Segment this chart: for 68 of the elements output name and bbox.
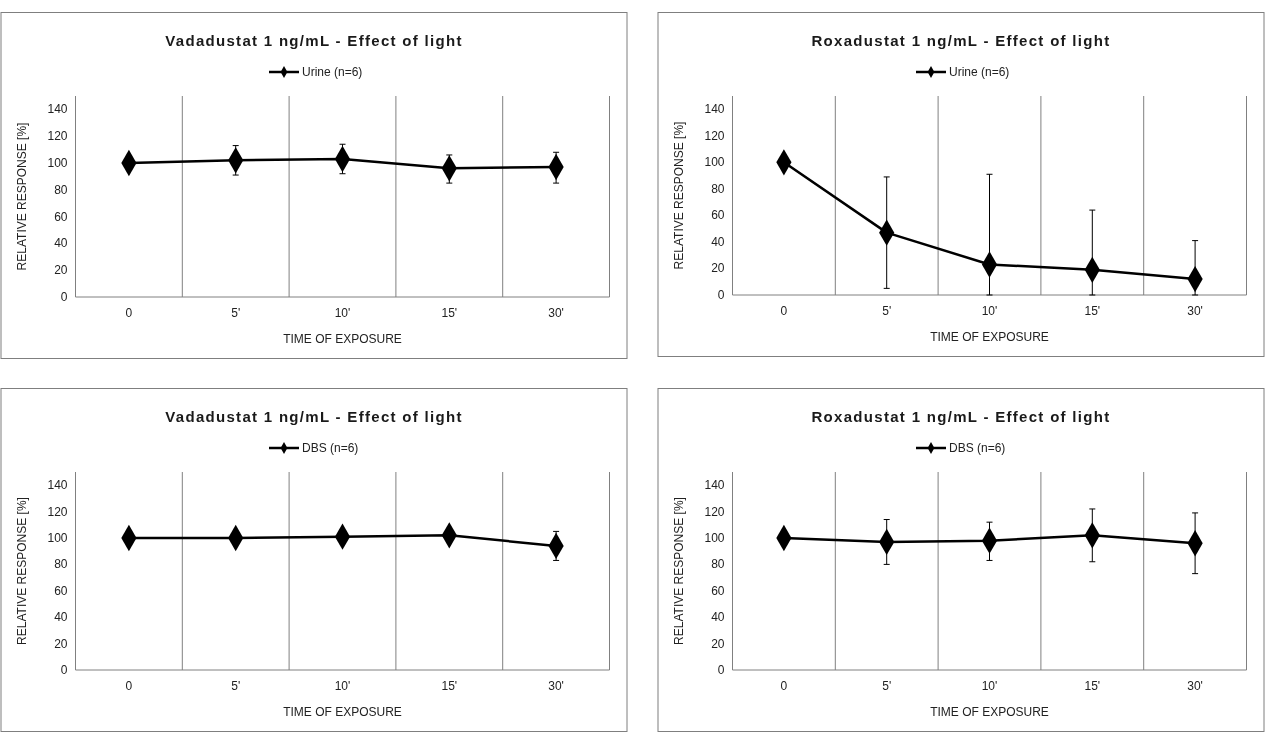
legend-label: DBS (n=6) (302, 441, 359, 455)
x-tick-label: 5' (882, 304, 892, 318)
y-tick-label: 40 (54, 610, 68, 625)
y-tick-label: 60 (54, 583, 68, 598)
y-tick-label: 60 (711, 583, 725, 598)
x-tick-label: 0 (780, 304, 788, 318)
y-tick-label: 60 (54, 209, 68, 224)
legend-label: Urine (n=6) (949, 65, 1010, 79)
chart-title: Roxadustat 1 ng/mL - Effect of light (811, 408, 1111, 425)
x-tick-label: 30' (548, 306, 564, 320)
x-tick-label: 30' (548, 679, 564, 693)
y-tick-label: 120 (704, 504, 725, 519)
x-axis-title: TIME OF EXPOSURE (283, 705, 402, 719)
x-tick-label: 5' (231, 679, 241, 693)
y-tick-label: 140 (704, 478, 725, 493)
x-tick-label: 10' (334, 306, 351, 320)
x-tick-label: 15' (441, 306, 458, 320)
x-tick-label: 0 (780, 679, 788, 693)
x-tick-label: 30' (1187, 679, 1203, 693)
y-tick-label: 80 (54, 182, 68, 197)
y-axis-title: RELATIVE RESPONSE [%] (671, 497, 686, 645)
y-tick-label: 120 (704, 128, 725, 143)
y-tick-label: 0 (717, 288, 725, 302)
chart-title: Vadadustat 1 ng/mL - Effect of light (165, 32, 463, 49)
y-tick-label: 120 (47, 129, 68, 144)
y-tick-label: 40 (711, 234, 725, 249)
x-tick-label: 10' (334, 679, 351, 693)
x-tick-label: 30' (1187, 304, 1203, 318)
x-tick-label: 15' (1084, 679, 1101, 693)
y-tick-label: 140 (704, 102, 725, 117)
y-tick-label: 100 (47, 531, 68, 545)
y-tick-label: 100 (704, 155, 725, 170)
y-tick-label: 60 (711, 208, 725, 223)
legend-label: Urine (n=6) (302, 65, 363, 79)
y-tick-label: 80 (54, 557, 68, 572)
y-tick-label: 40 (711, 610, 725, 625)
y-tick-label: 140 (47, 478, 68, 493)
y-tick-label: 20 (54, 636, 68, 651)
x-tick-label: 0 (125, 679, 133, 693)
y-tick-label: 0 (60, 290, 68, 304)
y-tick-label: 80 (711, 181, 725, 196)
x-tick-label: 15' (441, 679, 458, 693)
y-axis-title: RELATIVE RESPONSE [%] (14, 122, 29, 271)
y-tick-label: 140 (47, 102, 68, 117)
y-tick-label: 20 (711, 261, 725, 276)
legend-label: DBS (n=6) (949, 441, 1006, 455)
x-axis-title: TIME OF EXPOSURE (930, 705, 1049, 719)
x-tick-label: 10' (981, 679, 998, 693)
chart-title: Roxadustat 1 ng/mL - Effect of light (811, 32, 1111, 49)
y-tick-label: 100 (704, 531, 725, 545)
y-tick-label: 100 (47, 156, 68, 170)
y-tick-label: 120 (47, 504, 68, 519)
y-tick-label: 20 (54, 263, 68, 278)
x-axis-title: TIME OF EXPOSURE (283, 332, 402, 346)
x-axis-title: TIME OF EXPOSURE (930, 330, 1049, 344)
x-tick-label: 0 (125, 306, 133, 320)
x-tick-label: 5' (231, 306, 241, 320)
chart-title: Vadadustat 1 ng/mL - Effect of light (165, 408, 463, 425)
y-tick-label: 0 (60, 663, 68, 677)
x-tick-label: 15' (1084, 304, 1101, 318)
y-axis-title: RELATIVE RESPONSE [%] (671, 121, 686, 270)
y-axis-title: RELATIVE RESPONSE [%] (14, 497, 29, 645)
y-tick-label: 80 (711, 557, 725, 572)
x-tick-label: 5' (882, 679, 892, 693)
y-tick-label: 0 (717, 663, 725, 677)
y-tick-label: 20 (711, 636, 725, 651)
x-tick-label: 10' (981, 304, 998, 318)
y-tick-label: 40 (54, 236, 68, 251)
